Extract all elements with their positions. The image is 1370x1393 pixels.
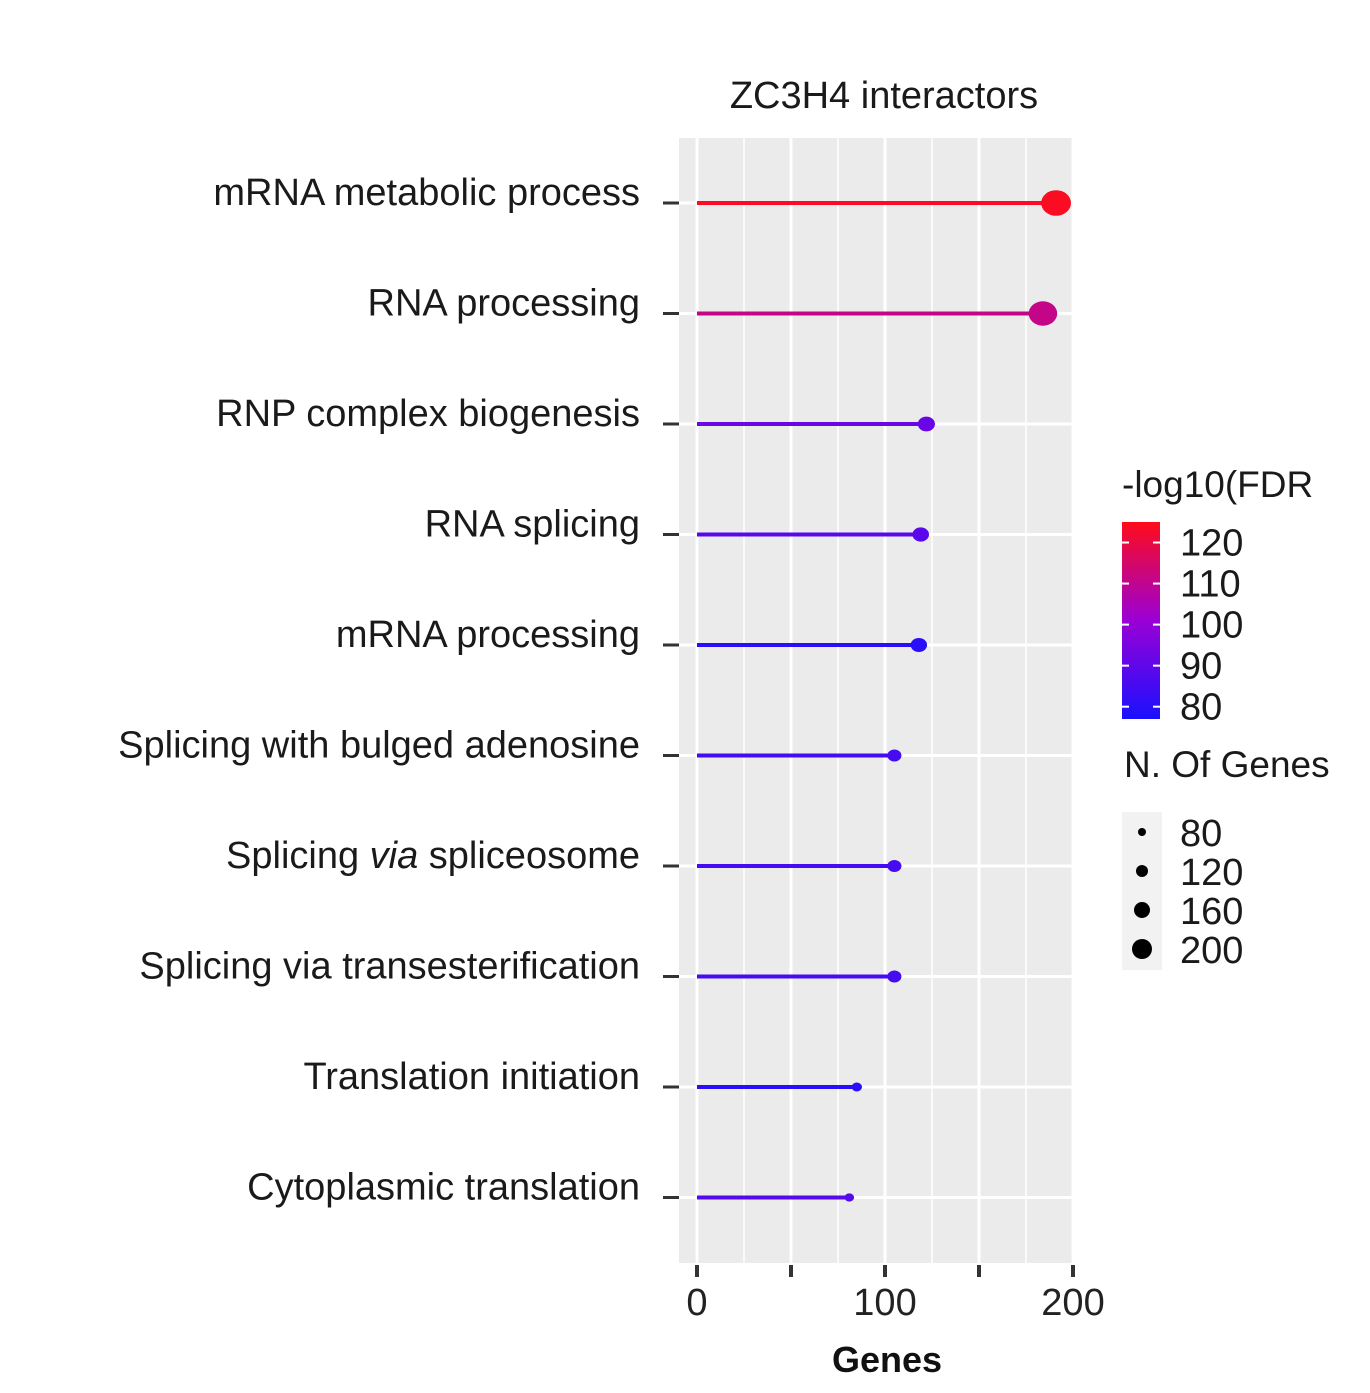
colorbar-label: 100 [1180,605,1243,647]
size-legend-dot [1136,865,1148,877]
size-legend-label: 80 [1180,813,1222,855]
y-tick-label: Splicing via transesterification [139,946,640,988]
y-axis: mRNA metabolic process RNA processing RNP … [118,172,679,1209]
y-tick-label: Splicing via spliceosome [226,835,640,877]
lollipop-point [887,859,902,873]
lollipop-series [697,190,1072,1202]
x-tick-label: 200 [1041,1282,1104,1324]
x-tick-label: 0 [686,1282,707,1324]
lollipop-point [910,637,928,653]
colorbar-label: 110 [1180,564,1241,606]
colorbar [1122,522,1160,719]
colorbar-label: 80 [1180,687,1222,729]
y-tick-label: Splicing with bulged adenosine [118,725,640,767]
y-tick-label: Translation initiation [303,1056,640,1098]
size-legend-label: 120 [1180,852,1243,894]
y-tick-label: Cytoplasmic translation [247,1167,640,1209]
lollipop-point [851,1082,862,1092]
lollipop-point [844,1193,855,1202]
y-tick-label: RNA splicing [425,504,640,546]
colorbar-label: 120 [1180,523,1243,565]
chart-title: ZC3H4 interactors [730,75,1038,117]
lollipop-point [917,416,935,432]
lollipop-point [1028,301,1058,326]
x-tick-label: 100 [853,1282,916,1324]
colorbar-label: 90 [1180,646,1222,688]
size-legend-dot [1134,902,1150,918]
plot-panel [679,138,1073,1263]
y-tick-label: RNP complex biogenesis [216,393,640,435]
lollipop-point [887,970,902,983]
lollipop-point [912,527,930,542]
size-legend-dot [1132,939,1152,959]
lollipop-point [887,749,902,762]
size-legend-dot [1138,828,1146,836]
y-tick-label: mRNA processing [336,614,640,656]
size-legend-label: 200 [1180,930,1243,972]
lollipop-point [1041,190,1072,216]
y-tick-label: mRNA metabolic process [213,172,640,214]
y-tick-label: RNA processing [368,283,640,325]
size-legend-title: N. Of Genes [1124,744,1330,785]
size-legend-label: 160 [1180,891,1243,933]
x-axis: 0 100 200 [686,1265,1105,1324]
color-legend-title: -log10(FDR [1122,464,1313,505]
x-axis-title: Genes [832,1339,942,1380]
